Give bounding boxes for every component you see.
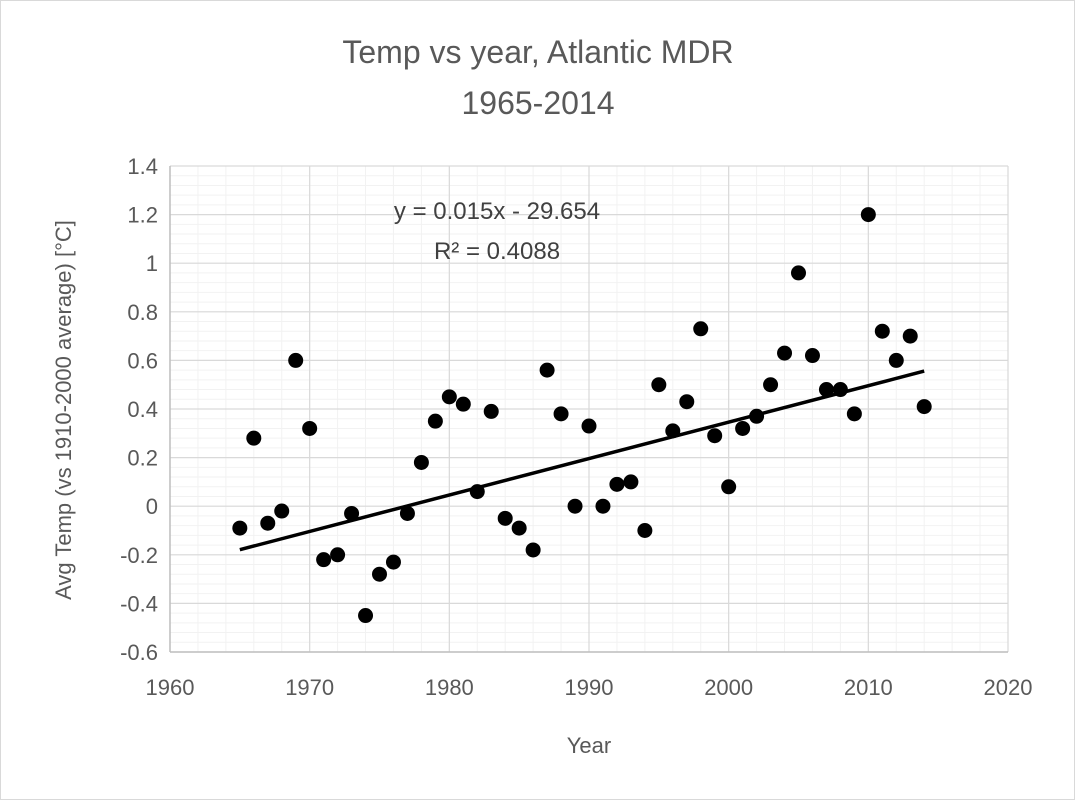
- chart-title-line-2: 1965-2014: [461, 85, 614, 121]
- data-point: [818, 382, 834, 398]
- data-point: [665, 423, 681, 439]
- axes: [169, 166, 1008, 653]
- x-axis-label: Year: [567, 733, 611, 758]
- data-point: [902, 328, 918, 344]
- data-point: [455, 396, 471, 412]
- data-point: [651, 377, 667, 393]
- data-point: [483, 403, 499, 419]
- data-point: [344, 505, 360, 521]
- x-tick-label: 1980: [425, 675, 474, 700]
- y-tick-label: 0.2: [127, 446, 158, 471]
- data-point: [693, 321, 709, 337]
- y-tick-label: 0.8: [127, 300, 158, 325]
- data-point: [763, 377, 779, 393]
- data-point: [623, 474, 639, 490]
- data-point: [846, 406, 862, 422]
- data-point: [274, 503, 290, 519]
- y-tick-label: -0.2: [120, 543, 158, 568]
- data-point: [288, 352, 304, 368]
- gridlines: [169, 165, 1009, 653]
- x-tick-labels: 1960 1970 1980 1990 2000 2010 2020: [146, 675, 1033, 700]
- y-tick-label: 0.6: [127, 348, 158, 373]
- data-point: [539, 362, 555, 378]
- x-tick-label: 1990: [565, 675, 614, 700]
- x-tick-label: 2000: [704, 675, 753, 700]
- data-point: [413, 454, 429, 470]
- data-point: [777, 345, 793, 361]
- data-point: [804, 348, 820, 364]
- trendline-equation: y = 0.015x - 29.654: [394, 198, 600, 225]
- data-point: [316, 552, 332, 568]
- data-point: [246, 430, 262, 446]
- data-point: [735, 420, 751, 436]
- data-point: [679, 394, 695, 410]
- y-tick-label: 1.4: [127, 154, 158, 179]
- data-point: [581, 418, 597, 434]
- x-tick-label: 1960: [146, 675, 195, 700]
- data-point: [427, 413, 443, 429]
- data-point: [707, 428, 723, 444]
- data-point: [511, 520, 527, 536]
- y-axis-label: Avg Temp (vs 1910-2000 average) [°C]: [51, 220, 76, 600]
- data-point: [330, 547, 346, 563]
- trendline-layer: [239, 369, 925, 552]
- data-point: [888, 352, 904, 368]
- data-point: [595, 498, 611, 514]
- chart-title-line-1: Temp vs year, Atlantic MDR: [342, 34, 733, 70]
- trendline: [239, 369, 925, 552]
- data-point: [749, 408, 765, 424]
- data-point: [553, 406, 569, 422]
- y-tick-label: 1: [146, 251, 158, 276]
- data-point: [567, 498, 583, 514]
- data-point: [609, 476, 625, 492]
- x-tick-label: 1970: [285, 675, 334, 700]
- data-point: [302, 420, 318, 436]
- data-point: [399, 505, 415, 521]
- data-point: [637, 523, 653, 538]
- data-point: [916, 399, 932, 415]
- data-point: [358, 608, 374, 624]
- y-tick-label: -0.6: [120, 640, 158, 665]
- x-tick-label: 2010: [844, 675, 893, 700]
- data-points: [232, 207, 932, 624]
- x-tick-label: 2020: [984, 675, 1033, 700]
- data-point: [469, 484, 485, 500]
- data-point: [874, 323, 890, 339]
- data-point: [372, 566, 387, 582]
- data-point: [260, 515, 276, 531]
- data-point: [791, 265, 806, 281]
- data-point: [497, 510, 513, 526]
- y-tick-label: 1.2: [127, 203, 158, 228]
- data-point: [441, 389, 457, 405]
- y-tick-labels: -0.6 -0.4 -0.2 0 0.2 0.4 0.6 0.8 1 1.2 1.4: [120, 154, 158, 665]
- data-point: [385, 554, 401, 570]
- y-tick-label: 0.4: [127, 397, 158, 422]
- data-point: [832, 382, 848, 398]
- y-tick-label: -0.4: [120, 591, 158, 616]
- data-point: [232, 520, 248, 536]
- trendline-r-squared: R² = 0.4088: [434, 238, 560, 265]
- data-point: [860, 207, 876, 223]
- data-point: [721, 479, 737, 495]
- y-tick-label: 0: [146, 494, 158, 519]
- data-point: [525, 542, 541, 558]
